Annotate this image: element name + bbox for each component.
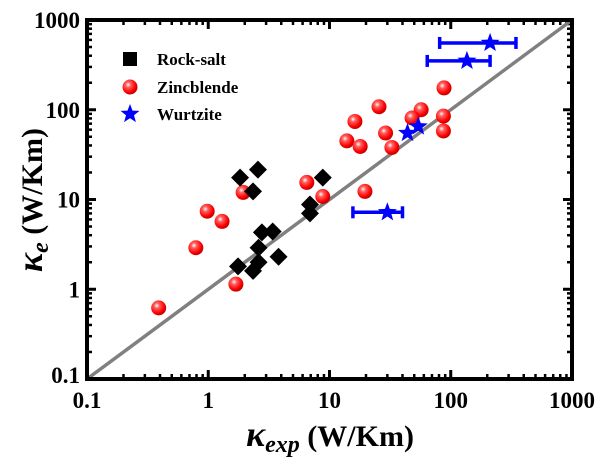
zincblende-point xyxy=(347,113,363,129)
x-axis-symbol: κ xyxy=(246,414,266,454)
zincblende-point xyxy=(151,300,167,316)
zincblende-point xyxy=(299,174,315,190)
x-axis-title: κexp (W/Km) xyxy=(246,414,414,458)
rock-salt-point xyxy=(229,257,248,276)
zincblende-point xyxy=(436,80,452,96)
rock-salt-point xyxy=(249,253,268,272)
wurtzite-point xyxy=(377,202,397,221)
x-axis-subscript: exp xyxy=(265,432,300,458)
y-tick-label: 1000 xyxy=(34,8,80,33)
plot-frame xyxy=(85,18,574,381)
zincblende-point xyxy=(199,203,215,219)
zincblende-point xyxy=(404,110,420,126)
zincblende-point xyxy=(315,189,331,205)
zincblende-point xyxy=(214,213,230,229)
legend-label-zincblende: Zincblende xyxy=(157,78,239,97)
y-axis-subscript: e xyxy=(28,242,54,253)
rock-salt-point xyxy=(269,247,288,266)
zincblende-point xyxy=(352,138,368,154)
rock-salt-point xyxy=(313,168,332,187)
x-tick-label: 0.1 xyxy=(73,388,102,413)
zincblende-point xyxy=(228,276,244,292)
rock-salt-point xyxy=(300,204,319,223)
wurtzite-point xyxy=(457,50,477,69)
y-tick-label: 0.1 xyxy=(51,363,80,388)
rock-salt-point xyxy=(244,182,263,201)
rock-salt-point xyxy=(252,223,271,242)
y-tick-label: 10 xyxy=(57,188,80,213)
x-tick-label: 1 xyxy=(203,388,215,413)
x-axis-unit: (W/Km) xyxy=(300,420,414,453)
y-axis-title: κe (W/Km) xyxy=(10,128,54,272)
wurtzite-point xyxy=(408,116,428,135)
zincblende-point xyxy=(435,108,451,124)
data-marks xyxy=(151,32,518,316)
wurtzite-point xyxy=(480,32,500,51)
legend-marker-wurtzite xyxy=(120,104,140,123)
zincblende-point xyxy=(339,133,355,149)
rock-salt-point xyxy=(249,238,268,257)
zincblende-point xyxy=(188,240,204,256)
legend-marker-zincblende xyxy=(122,79,138,95)
zincblende-point xyxy=(435,123,451,139)
legend-label-wurtzite: Wurtzite xyxy=(157,105,222,124)
rock-salt-point xyxy=(231,168,250,187)
rock-salt-point xyxy=(263,222,282,241)
x-tick-label: 100 xyxy=(434,388,469,413)
zincblende-point xyxy=(371,99,387,115)
zincblende-point xyxy=(384,139,400,155)
y-tick-label: 1 xyxy=(69,277,81,302)
legend-label-rock-salt: Rock-salt xyxy=(157,50,226,69)
y-axis-unit: (W/Km) xyxy=(16,128,49,242)
y-axis-symbol: κ xyxy=(10,252,50,272)
x-tick-label: 1000 xyxy=(549,388,595,413)
zincblende-point xyxy=(378,125,394,141)
rock-salt-point xyxy=(248,160,267,179)
wurtzite-point xyxy=(398,123,417,142)
x-tick-label: 10 xyxy=(318,388,341,413)
zincblende-point xyxy=(357,183,373,199)
legend: Rock-salt Zincblende Wurtzite xyxy=(120,50,239,124)
legend-marker-rock-salt xyxy=(123,52,137,66)
y-tick-label: 100 xyxy=(46,98,81,123)
